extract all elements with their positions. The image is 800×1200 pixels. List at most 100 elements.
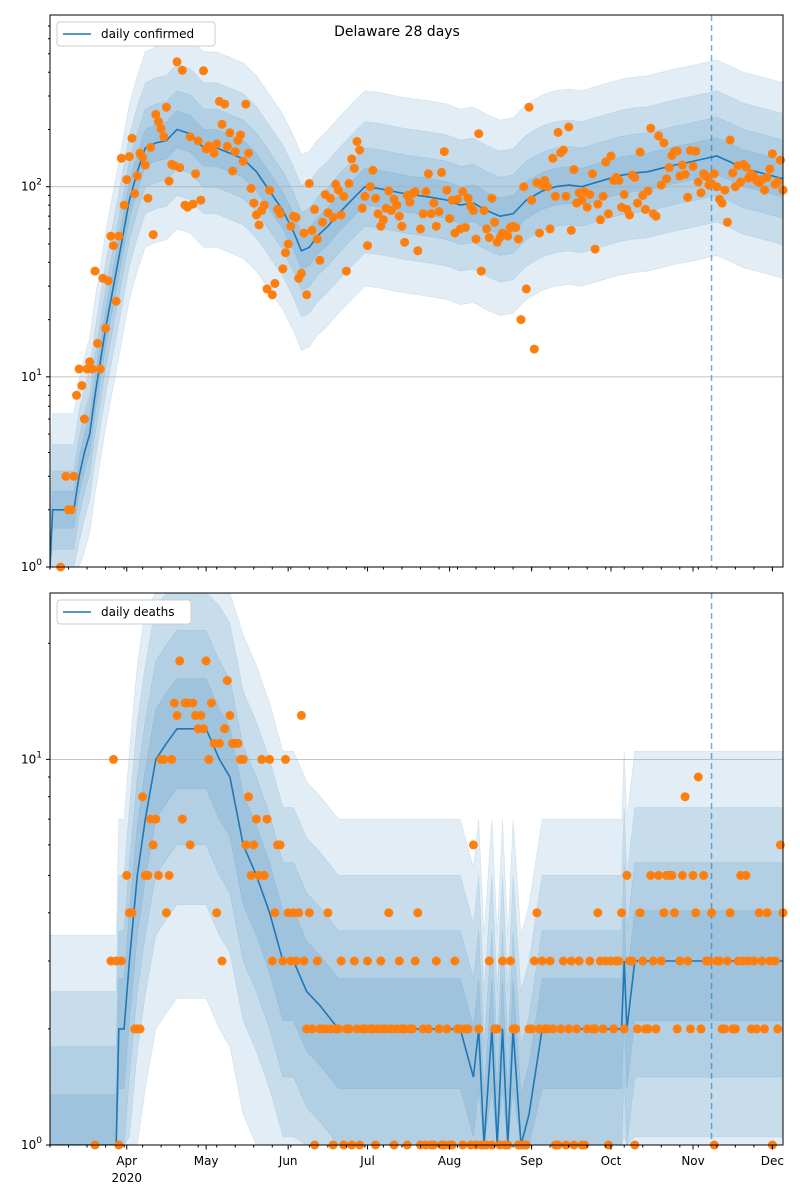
- data-point: [220, 99, 230, 109]
- data-point: [310, 204, 320, 214]
- band-outer: [50, 64, 783, 567]
- data-point: [656, 956, 666, 966]
- data-point: [614, 956, 624, 966]
- data-point: [291, 212, 301, 222]
- data-point: [527, 195, 537, 205]
- data-point: [132, 171, 142, 181]
- data-point: [550, 191, 560, 201]
- data-point: [278, 264, 288, 274]
- data-point: [265, 754, 275, 764]
- data-point: [423, 1024, 433, 1034]
- data-point: [434, 1024, 444, 1034]
- data-point: [135, 1024, 145, 1034]
- data-point: [593, 199, 603, 209]
- data-point: [151, 109, 161, 119]
- data-point: [640, 204, 650, 214]
- data-point: [564, 1024, 574, 1034]
- data-point: [164, 870, 174, 880]
- deaths-legend-label: daily deaths: [101, 605, 174, 619]
- data-point: [471, 234, 481, 244]
- data-point: [140, 160, 150, 170]
- data-point: [196, 710, 206, 720]
- data-point: [326, 193, 335, 203]
- data-point: [148, 840, 158, 850]
- data-point: [196, 195, 206, 205]
- data-point: [199, 724, 208, 734]
- confirmed-legend: daily confirmed: [56, 21, 216, 47]
- data-point: [167, 754, 177, 764]
- data-point: [169, 698, 179, 708]
- data-point: [672, 146, 682, 156]
- data-point: [209, 148, 219, 158]
- data-point: [558, 145, 568, 155]
- data-point: [312, 956, 322, 966]
- data-point: [439, 147, 449, 157]
- data-point: [259, 870, 269, 880]
- data-point: [725, 135, 735, 145]
- data-point: [722, 217, 732, 227]
- data-point: [725, 908, 735, 918]
- data-point: [397, 221, 407, 231]
- data-point: [633, 198, 642, 208]
- data-point: [109, 754, 118, 764]
- data-point: [709, 169, 719, 179]
- data-point: [773, 177, 783, 187]
- data-point: [294, 908, 304, 918]
- data-point: [363, 956, 372, 966]
- data-point: [693, 177, 703, 187]
- data-point: [201, 656, 211, 666]
- data-point: [532, 908, 542, 918]
- data-point: [119, 200, 129, 210]
- data-point: [672, 1024, 682, 1034]
- data-point: [712, 182, 722, 192]
- data-point: [423, 169, 433, 179]
- data-point: [646, 123, 656, 133]
- data-point: [241, 840, 251, 850]
- data-point: [278, 956, 288, 966]
- data-point: [431, 221, 441, 231]
- data-point: [90, 266, 100, 276]
- data-point: [651, 211, 661, 221]
- data-point: [270, 908, 280, 918]
- data-point: [442, 185, 452, 195]
- data-point: [283, 239, 293, 249]
- data-point: [246, 183, 256, 193]
- data-point: [384, 908, 394, 918]
- data-point: [622, 870, 632, 880]
- data-point: [715, 956, 724, 966]
- data-point: [566, 956, 576, 966]
- data-point: [127, 133, 137, 143]
- confirmed-x-axis: [49, 567, 773, 572]
- data-point: [159, 132, 169, 142]
- data-point: [220, 724, 230, 734]
- data-point: [434, 207, 444, 217]
- data-point: [185, 840, 195, 850]
- x-tick-label: Jun: [278, 1154, 298, 1168]
- data-point: [775, 155, 785, 165]
- data-point: [376, 956, 386, 966]
- data-point: [212, 139, 222, 149]
- data-point: [463, 193, 473, 203]
- data-point: [574, 956, 584, 966]
- data-point: [521, 284, 531, 294]
- data-point: [74, 364, 84, 374]
- data-point: [249, 840, 259, 850]
- data-point: [630, 172, 640, 182]
- data-point: [130, 189, 140, 199]
- data-point: [524, 102, 534, 112]
- confirmed-y-axis: 100 101 102: [21, 25, 50, 574]
- data-point: [281, 248, 290, 258]
- data-point: [490, 217, 500, 227]
- data-point: [217, 119, 227, 129]
- data-point: [688, 870, 698, 880]
- data-point: [257, 754, 267, 764]
- data-point: [214, 738, 224, 748]
- data-point: [410, 956, 420, 966]
- data-point: [122, 870, 132, 880]
- data-point: [77, 381, 87, 391]
- data-point: [468, 206, 478, 215]
- data-point: [730, 1024, 740, 1034]
- data-point: [482, 224, 492, 234]
- data-point: [72, 390, 81, 400]
- data-point: [643, 1024, 653, 1034]
